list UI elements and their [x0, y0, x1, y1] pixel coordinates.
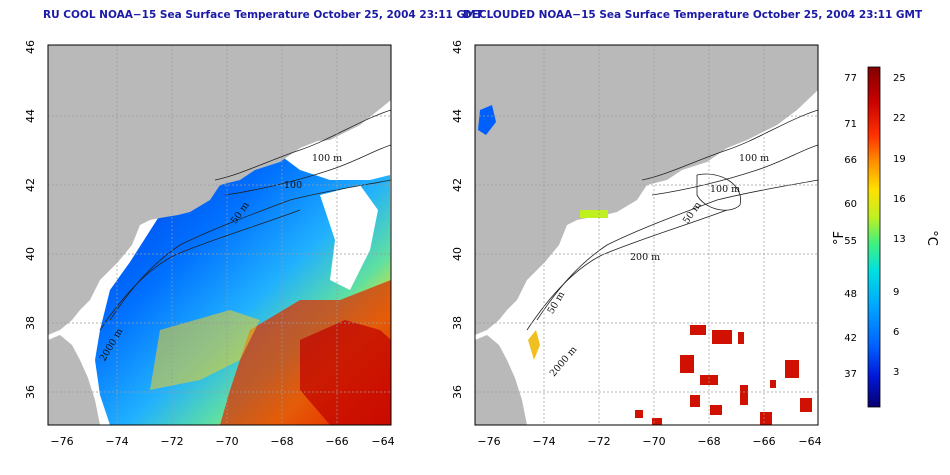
lon-tick-left-66: −66: [325, 435, 348, 448]
cb-f-tick-37: 37: [844, 369, 857, 380]
colorbar-fahrenheit-unit: °F: [832, 231, 847, 245]
cb-f-tick-60: 60: [844, 199, 857, 210]
lon-tick-left-68: −68: [270, 435, 293, 448]
lat-axis-left: 46 44 42 40 38 36: [24, 40, 37, 399]
lat-tick-right-36: 36: [451, 385, 464, 399]
map-title-left: RU COOL NOAA−15 Sea Surface Temperature …: [43, 9, 483, 21]
sst-yellow-band-left: [150, 310, 260, 390]
contour-label-left-1: 100 m: [312, 153, 342, 164]
lat-axis-right: 46 44 42 40 38 36: [451, 40, 464, 399]
lon-tick-left-76: −76: [50, 435, 73, 448]
lat-tick-left-46: 46: [24, 40, 37, 54]
lon-tick-right-68: −68: [697, 435, 720, 448]
grid-right: [475, 45, 818, 425]
map-right: 100 m 100 m 50 m 200 m 50 m 2000 m 46 44…: [451, 40, 822, 448]
lat-tick-left-36: 36: [24, 385, 37, 399]
lat-tick-right-42: 42: [451, 178, 464, 192]
lat-tick-right-38: 38: [451, 316, 464, 330]
land-right: [475, 45, 818, 335]
colorbar-celsius-unit: °C: [924, 230, 939, 246]
lon-tick-left-72: −72: [160, 435, 183, 448]
cb-f-tick-71: 71: [844, 119, 857, 130]
isobaths-right: [526, 109, 818, 331]
lat-tick-right-40: 40: [451, 247, 464, 261]
land-southwest-right: [475, 335, 527, 425]
cb-c-tick-3: 3: [893, 367, 899, 378]
map-title-right: DECLOUDED NOAA−15 Sea Surface Temperatur…: [463, 9, 923, 21]
lon-tick-left-64: −64: [371, 435, 394, 448]
lat-tick-right-46: 46: [451, 40, 464, 54]
cb-f-tick-66: 66: [844, 155, 857, 166]
cb-c-tick-9: 9: [893, 287, 899, 298]
colorbar-celsius-ticks: 25 22 19 16 13 9 6 3: [893, 73, 906, 378]
cb-f-tick-48: 48: [844, 289, 857, 300]
contour-label-left-2: 100: [284, 180, 302, 191]
lon-tick-right-66: −66: [752, 435, 775, 448]
contour-label-right-4: 200 m: [630, 252, 660, 263]
lon-tick-left-74: −74: [105, 435, 128, 448]
contour-label-right-1: 100 m: [739, 153, 769, 164]
cb-c-tick-13: 13: [893, 234, 906, 245]
map-left-frame: [47, 44, 392, 426]
cb-f-tick-77: 77: [844, 73, 857, 84]
cb-c-tick-6: 6: [893, 327, 899, 338]
lat-tick-left-40: 40: [24, 247, 37, 261]
contour-label-right-2: 100 m: [710, 184, 740, 195]
land-southwest-left: [48, 335, 100, 425]
sst-warm-pixels-right: [635, 325, 812, 425]
colorbar-fahrenheit-ticks: 77 71 66 60 55 48 42 37: [844, 73, 857, 380]
sst-cloud-gap-left: [320, 185, 378, 290]
lon-tick-right-74: −74: [532, 435, 555, 448]
land-nova-scotia-left: [300, 60, 391, 142]
lon-tick-right-64: −64: [798, 435, 821, 448]
cb-c-tick-22: 22: [893, 113, 906, 124]
cb-c-tick-19: 19: [893, 154, 906, 165]
grid-left: [48, 45, 391, 425]
isobaths-left: [99, 109, 391, 331]
lon-tick-right-76: −76: [477, 435, 500, 448]
map-left: 100 m 100 50 m 2000 m 46 44 42 40 38 36 …: [24, 40, 395, 448]
lon-axis-left: −76 −74 −72 −70 −68 −66 −64: [50, 435, 394, 448]
map-right-frame: [474, 44, 819, 426]
lon-axis-right: −76 −74 −72 −70 −68 −66 −64: [477, 435, 821, 448]
cb-c-tick-25: 25: [893, 73, 906, 84]
cb-c-tick-16: 16: [893, 194, 906, 205]
lon-tick-right-72: −72: [587, 435, 610, 448]
sst-blue-patch-right: [478, 105, 496, 135]
lat-tick-left-42: 42: [24, 178, 37, 192]
lon-tick-right-70: −70: [642, 435, 665, 448]
sst-warm-core-left: [300, 320, 391, 425]
colorbar-ramp: [867, 66, 881, 408]
lat-tick-left-38: 38: [24, 316, 37, 330]
cb-f-tick-42: 42: [844, 333, 857, 344]
lon-tick-left-70: −70: [215, 435, 238, 448]
sst-yellow-strip-right: [580, 210, 608, 218]
colorbar: 77 71 66 60 55 48 42 37 25 22 19 16 13 9…: [832, 66, 939, 408]
lat-tick-right-44: 44: [451, 109, 464, 123]
sst-coastal-band-right: [528, 330, 540, 360]
cb-f-tick-55: 55: [844, 236, 857, 247]
lat-tick-left-44: 44: [24, 109, 37, 123]
